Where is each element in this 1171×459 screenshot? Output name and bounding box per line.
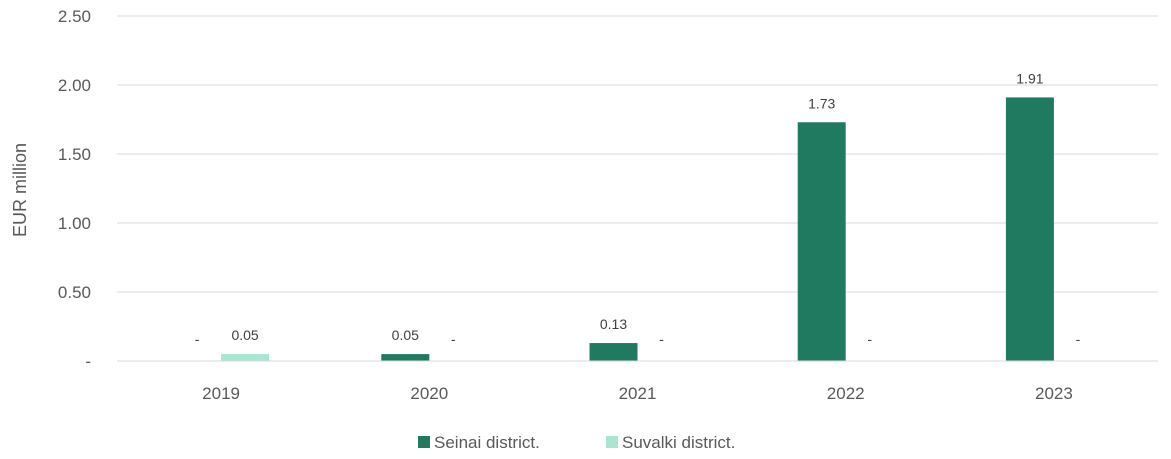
legend-label: Seinai district. (434, 433, 540, 452)
y-tick-label: 1.00 (58, 214, 91, 233)
x-tick-label: 2023 (1035, 384, 1073, 403)
legend: Seinai district. Suvalki district. (418, 433, 735, 452)
legend-swatch (418, 436, 430, 448)
y-tick-label: 2.00 (58, 76, 91, 95)
y-axis-title: EUR million (10, 143, 30, 237)
data-label: 1.91 (1016, 70, 1043, 86)
gridlines (117, 15, 1158, 293)
legend-label: Suvalki district. (622, 433, 735, 452)
data-label: - (1076, 331, 1081, 347)
y-tick-label: 2.50 (58, 7, 91, 26)
data-label: 0.05 (231, 327, 258, 343)
y-tick-label: 0.50 (58, 283, 91, 302)
bar-seinai-2023 (1005, 97, 1054, 362)
data-label: - (659, 331, 664, 347)
y-tick-label: - (85, 352, 91, 371)
bar-seinai-2021 (589, 343, 638, 361)
data-label: - (867, 331, 872, 347)
bars (221, 97, 1054, 362)
x-tick-label: 2019 (202, 384, 240, 403)
bar-seinai-2020 (381, 354, 430, 361)
legend-swatch (606, 436, 618, 448)
x-axis-ticks: 2019 2020 2021 2022 2023 (202, 384, 1073, 403)
data-label: - (451, 331, 456, 347)
data-label: - (195, 331, 200, 347)
x-tick-label: 2022 (827, 384, 865, 403)
bar-suvalki-2019 (221, 354, 270, 361)
data-label: 0.05 (392, 327, 419, 343)
y-tick-label: 1.50 (58, 145, 91, 164)
data-label: 0.13 (600, 316, 627, 332)
data-labels: - 0.05 0.05 - 0.13 - 1.73 - 1.91 - (195, 70, 1081, 347)
x-tick-label: 2020 (410, 384, 448, 403)
y-axis-ticks: - 0.50 1.00 1.50 2.00 2.50 (58, 7, 91, 371)
data-label: 1.73 (808, 95, 835, 111)
x-tick-label: 2021 (619, 384, 657, 403)
bar-seinai-2022 (797, 122, 846, 361)
